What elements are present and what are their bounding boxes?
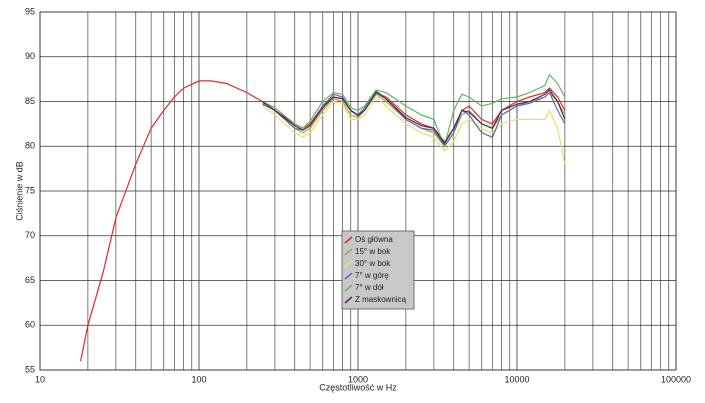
y-tick-label: 80 <box>25 141 35 151</box>
legend-label: 7° w dół <box>355 283 384 292</box>
legend-label: 15° w bok <box>355 247 391 256</box>
y-tick-label: 70 <box>25 230 35 240</box>
legend-swatch <box>344 296 353 304</box>
y-tick-label: 90 <box>25 51 35 61</box>
series-line <box>261 88 566 145</box>
x-tick-label: 100000 <box>661 374 691 384</box>
legend-swatch <box>344 272 353 280</box>
y-tick-label: 65 <box>25 275 35 285</box>
legend-label: 30° w bok <box>355 259 391 268</box>
y-tick-label: 60 <box>25 320 35 330</box>
x-tick-label: 10 <box>35 374 45 384</box>
x-axis-label: Częstotliwość w Hz <box>319 382 397 392</box>
y-tick-label: 55 <box>25 364 35 374</box>
y-tick-label: 95 <box>25 6 35 16</box>
series-line <box>262 73 566 149</box>
series-line <box>261 96 566 165</box>
x-tick-label: 10000 <box>504 374 529 384</box>
series-line <box>262 89 566 148</box>
legend-box <box>341 230 415 310</box>
legend-label: Z maskownicą <box>355 295 407 304</box>
y-tick-label: 85 <box>25 96 35 106</box>
x-tick-label: 1000 <box>348 374 368 384</box>
legend-label: Oś główna <box>355 235 393 244</box>
legend-swatch <box>344 260 353 268</box>
x-tick-label: 100 <box>191 374 206 384</box>
legend-label: 7° w górę <box>355 271 389 280</box>
legend-swatch <box>344 248 353 256</box>
y-tick-label: 75 <box>25 185 35 195</box>
legend-swatch <box>344 284 353 292</box>
y-axis-label: Ciśnienie w dB <box>14 161 24 221</box>
legend-swatch <box>344 236 353 244</box>
legend: Oś główna 15° w bok 30° w bok 7° w górę 7° w… <box>341 230 415 310</box>
